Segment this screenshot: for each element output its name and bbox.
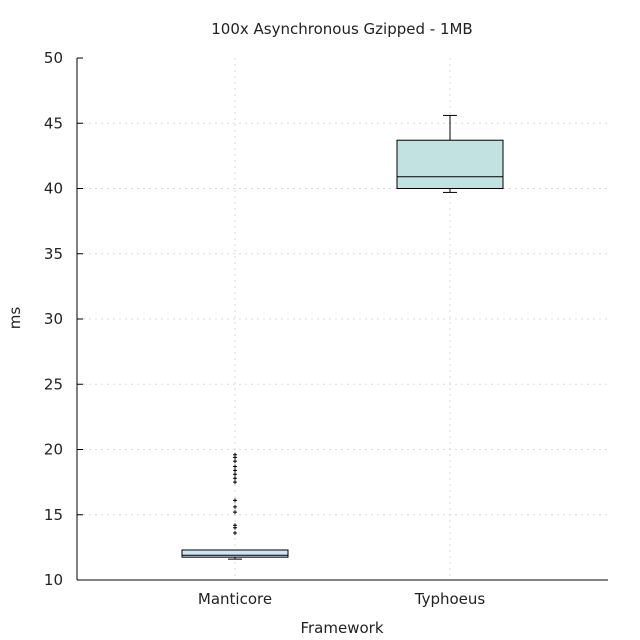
- x-tick-label: Typhoeus: [414, 590, 486, 608]
- y-tick-label: 50: [44, 49, 63, 67]
- outlier-point: [233, 498, 237, 503]
- label-layer: 10 15 20 25 30 35 40 45 50 Manticore Typhoeus: [44, 49, 486, 608]
- y-tick-label: 25: [44, 375, 63, 393]
- y-axis-title: ms: [6, 307, 24, 330]
- y-tick-label: 20: [44, 441, 63, 459]
- outlier-point: [233, 472, 237, 477]
- y-tick-label: 35: [44, 245, 63, 263]
- axes-layer: [76, 57, 608, 581]
- y-tick-label: 40: [44, 180, 63, 198]
- outlier-point: [233, 504, 237, 509]
- outlier-point: [233, 531, 237, 536]
- x-axis-title: Framework: [300, 619, 383, 637]
- box-manticore: [181, 549, 289, 558]
- box-typhoeus: [396, 139, 504, 189]
- outlier-point: [233, 476, 237, 481]
- chart-title: 100x Asynchronous Gzipped - 1MB: [211, 20, 472, 38]
- outlier-point: [233, 510, 237, 515]
- outlier-point: [233, 464, 237, 469]
- outlier-point: [233, 468, 237, 473]
- y-tick-label: 10: [44, 571, 63, 589]
- y-tick-label: 45: [44, 114, 63, 132]
- outlier-point: [233, 523, 237, 528]
- x-tick-label: Manticore: [198, 590, 272, 608]
- outlier-point: [233, 480, 237, 485]
- grid-layer: [77, 58, 608, 580]
- data-layer: [181, 114, 504, 560]
- outlier-point: [233, 452, 237, 457]
- y-tick-label: 30: [44, 310, 63, 328]
- y-tick-label: 15: [44, 506, 63, 524]
- outlier-point: [233, 459, 237, 464]
